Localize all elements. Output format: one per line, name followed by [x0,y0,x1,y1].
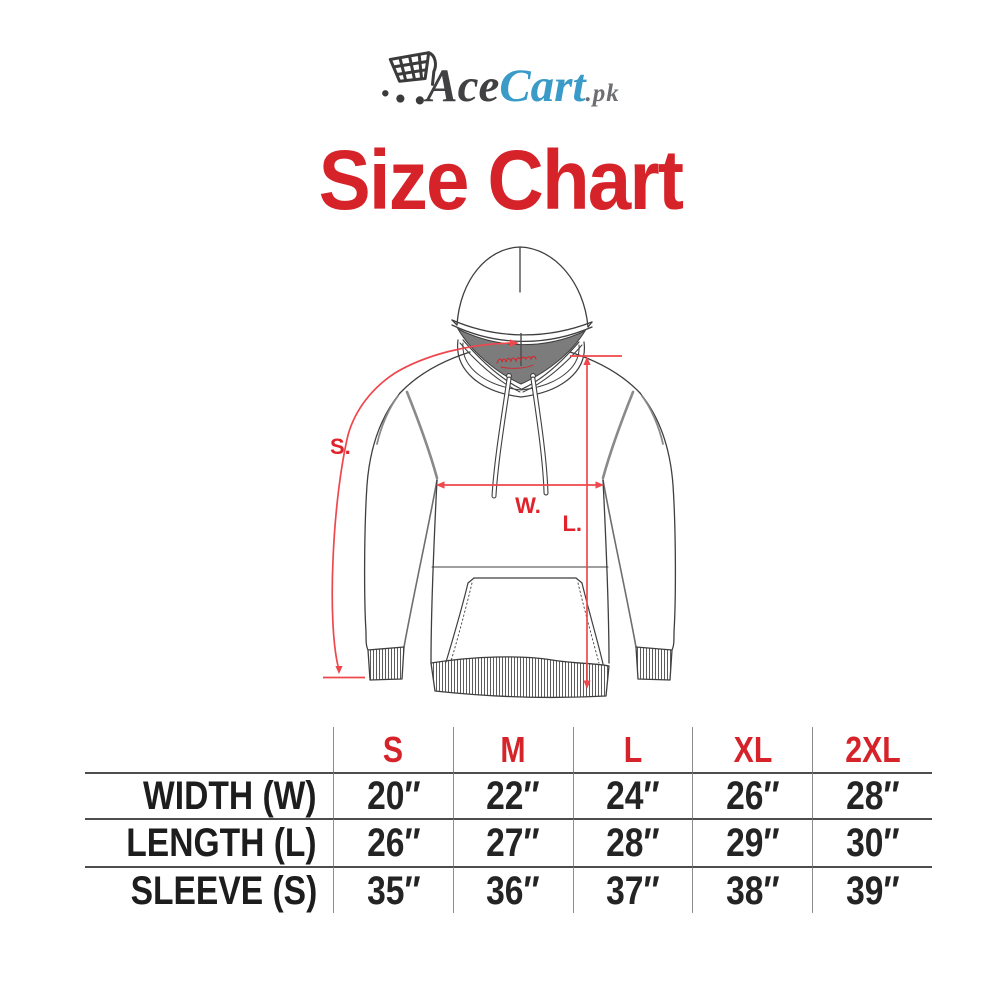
width-2xl: 28″ [812,772,932,818]
table-header-2xl: 2XL [812,727,932,772]
kangaroo-pocket [445,577,604,665]
right-sleeve-outer [639,392,677,651]
sleeve-arrow-right [510,339,519,347]
body-right-edge [602,479,610,664]
page-title: Size Chart [318,133,683,227]
right-shoulder [569,351,641,394]
left-sleeve-inner [403,479,438,648]
width-arrow-right [595,481,604,489]
sleeve-s: 35″ [333,866,453,913]
collar-logo-signature [496,355,537,369]
width-m: 22″ [452,772,573,818]
hood-rim-top [451,319,593,336]
sleeve-l: 37″ [572,866,693,913]
width-l: 24″ [572,772,693,818]
body-outline [363,351,677,664]
length-2xl: 30″ [812,818,932,866]
left-shoulder [399,351,471,394]
sleeve-arrow-down [335,666,343,674]
length-xl: 29″ [692,818,813,866]
width-xl: 26″ [692,772,813,818]
sleeve-2xl: 39″ [812,866,932,913]
logo: AceCart.pk [0,44,1000,114]
length-l: 28″ [572,818,693,866]
cart-wheel-left [396,94,405,103]
logo-text: AceCart.pk [426,63,620,114]
ribbed-hem [430,656,610,699]
logo-word-cart: Cart [499,60,586,112]
width-s: 20″ [333,772,453,818]
length-m: 27″ [452,818,573,866]
length-measure-label: L. [562,511,582,536]
sleeve-measure-label: S. [330,434,351,459]
left-sleeve-outer [363,392,401,651]
cart-dot [382,90,389,97]
raglan-seams [376,390,664,480]
size-table: S M L XL 2XL WIDTH (W) 20″ 22″ 24″ 26″ 2… [85,727,932,913]
table-header-s: S [333,727,453,772]
length-arrow-up [583,356,591,365]
logo-domain: .pk [585,80,620,107]
cart-wheel-right [416,96,425,105]
body-left-edge [430,479,438,664]
sleeve-m: 36″ [452,866,573,913]
right-sleeve-inner [602,479,637,648]
row-label-sleeve: SLEEVE (S) [85,866,333,913]
sleeve-xl: 38″ [692,866,813,913]
row-label-length: LENGTH (L) [85,818,333,866]
table-corner-cell [85,727,333,772]
length-s: 26″ [333,818,453,866]
table-header-l: L [572,727,693,772]
length-arrow-down [583,680,591,689]
hoodie-illustration: S. W. L. [323,246,677,699]
hood-outline [451,246,593,343]
left-cuff [367,646,405,681]
shopping-cart-icon [382,51,438,105]
width-measure-label: W. [515,493,541,518]
measurement-lines: S. W. L. [323,339,622,689]
table-header-xl: XL [692,727,812,772]
hoodie-measurement-diagram: S. W. L. [300,230,720,720]
table-header-m: M [452,727,573,772]
width-arrow-left [436,481,445,489]
right-cuff [635,646,673,681]
row-label-width: WIDTH (W) [85,772,333,818]
collar [457,339,585,398]
sleeve-measure-line [331,342,512,667]
logo-word-ace: Ace [426,60,500,112]
